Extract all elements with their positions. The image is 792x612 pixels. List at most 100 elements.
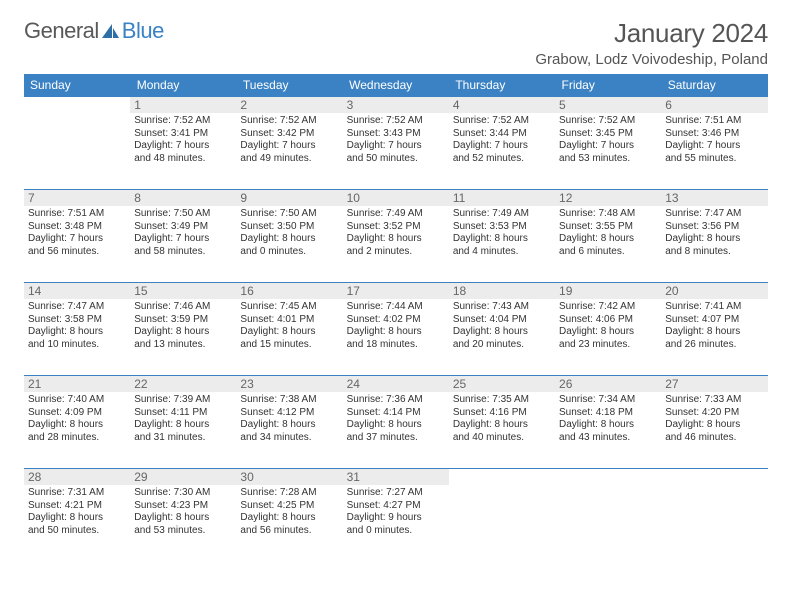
day-number: 18 bbox=[449, 283, 555, 299]
info-line: Sunrise: 7:38 AM bbox=[240, 394, 338, 407]
day-number: 4 bbox=[449, 97, 555, 113]
info-line: Daylight: 8 hours bbox=[347, 419, 445, 432]
brand-word-1: General bbox=[24, 18, 99, 44]
calendar-body: 1Sunrise: 7:52 AMSunset: 3:41 PMDaylight… bbox=[24, 97, 768, 562]
info-line: Sunset: 4:18 PM bbox=[559, 407, 657, 420]
title-block: January 2024 Grabow, Lodz Voivodeship, P… bbox=[535, 18, 768, 68]
day-cell: 26Sunrise: 7:34 AMSunset: 4:18 PMDayligh… bbox=[555, 376, 661, 469]
day-cell: 12Sunrise: 7:48 AMSunset: 3:55 PMDayligh… bbox=[555, 190, 661, 283]
info-line: Sunset: 4:02 PM bbox=[347, 314, 445, 327]
calendar-page: General Blue January 2024 Grabow, Lodz V… bbox=[0, 0, 792, 571]
info-line: Sunrise: 7:35 AM bbox=[453, 394, 551, 407]
day-number: 26 bbox=[555, 376, 661, 392]
day-cell: 5Sunrise: 7:52 AMSunset: 3:45 PMDaylight… bbox=[555, 97, 661, 190]
info-line: Sunset: 4:04 PM bbox=[453, 314, 551, 327]
day-number: 6 bbox=[661, 97, 767, 113]
weekday-header: Monday bbox=[130, 74, 236, 97]
table-row: 21Sunrise: 7:40 AMSunset: 4:09 PMDayligh… bbox=[24, 376, 768, 469]
info-line: Sunset: 3:43 PM bbox=[347, 128, 445, 141]
info-line: Sunset: 3:59 PM bbox=[134, 314, 232, 327]
info-line: and 2 minutes. bbox=[347, 246, 445, 259]
info-line: and 8 minutes. bbox=[665, 246, 763, 259]
day-cell: 29Sunrise: 7:30 AMSunset: 4:23 PMDayligh… bbox=[130, 469, 236, 562]
info-line: Sunrise: 7:49 AM bbox=[453, 208, 551, 221]
info-line: Sunset: 4:14 PM bbox=[347, 407, 445, 420]
table-row: 7Sunrise: 7:51 AMSunset: 3:48 PMDaylight… bbox=[24, 190, 768, 283]
day-cell: 7Sunrise: 7:51 AMSunset: 3:48 PMDaylight… bbox=[24, 190, 130, 283]
day-info: Sunrise: 7:36 AMSunset: 4:14 PMDaylight:… bbox=[347, 394, 445, 444]
info-line: Daylight: 7 hours bbox=[453, 140, 551, 153]
info-line: Sunset: 3:55 PM bbox=[559, 221, 657, 234]
day-info: Sunrise: 7:27 AMSunset: 4:27 PMDaylight:… bbox=[347, 487, 445, 537]
day-cell: 10Sunrise: 7:49 AMSunset: 3:52 PMDayligh… bbox=[343, 190, 449, 283]
day-number: 5 bbox=[555, 97, 661, 113]
day-cell: 1Sunrise: 7:52 AMSunset: 3:41 PMDaylight… bbox=[130, 97, 236, 190]
info-line: Daylight: 7 hours bbox=[28, 233, 126, 246]
day-info: Sunrise: 7:52 AMSunset: 3:43 PMDaylight:… bbox=[347, 115, 445, 165]
day-cell: 17Sunrise: 7:44 AMSunset: 4:02 PMDayligh… bbox=[343, 283, 449, 376]
day-number: 16 bbox=[236, 283, 342, 299]
info-line: and 46 minutes. bbox=[665, 432, 763, 445]
info-line: Sunset: 3:45 PM bbox=[559, 128, 657, 141]
day-cell: 28Sunrise: 7:31 AMSunset: 4:21 PMDayligh… bbox=[24, 469, 130, 562]
info-line: and 55 minutes. bbox=[665, 153, 763, 166]
info-line: Sunrise: 7:27 AM bbox=[347, 487, 445, 500]
info-line: Sunrise: 7:31 AM bbox=[28, 487, 126, 500]
day-number: 14 bbox=[24, 283, 130, 299]
day-info: Sunrise: 7:47 AMSunset: 3:56 PMDaylight:… bbox=[665, 208, 763, 258]
brand-word-2: Blue bbox=[122, 18, 164, 44]
info-line: Daylight: 8 hours bbox=[347, 326, 445, 339]
day-info: Sunrise: 7:28 AMSunset: 4:25 PMDaylight:… bbox=[240, 487, 338, 537]
info-line: and 20 minutes. bbox=[453, 339, 551, 352]
info-line: and 48 minutes. bbox=[134, 153, 232, 166]
info-line: Sunset: 3:48 PM bbox=[28, 221, 126, 234]
sail-icon bbox=[100, 22, 120, 40]
day-number: 25 bbox=[449, 376, 555, 392]
brand-logo: General Blue bbox=[24, 18, 164, 44]
info-line: Sunset: 3:52 PM bbox=[347, 221, 445, 234]
day-number: 1 bbox=[130, 97, 236, 113]
info-line: and 49 minutes. bbox=[240, 153, 338, 166]
info-line: Sunset: 4:09 PM bbox=[28, 407, 126, 420]
day-cell: 13Sunrise: 7:47 AMSunset: 3:56 PMDayligh… bbox=[661, 190, 767, 283]
day-info: Sunrise: 7:51 AMSunset: 3:46 PMDaylight:… bbox=[665, 115, 763, 165]
day-info: Sunrise: 7:52 AMSunset: 3:44 PMDaylight:… bbox=[453, 115, 551, 165]
day-cell: 23Sunrise: 7:38 AMSunset: 4:12 PMDayligh… bbox=[236, 376, 342, 469]
day-info: Sunrise: 7:31 AMSunset: 4:21 PMDaylight:… bbox=[28, 487, 126, 537]
info-line: Sunset: 3:50 PM bbox=[240, 221, 338, 234]
day-cell: 15Sunrise: 7:46 AMSunset: 3:59 PMDayligh… bbox=[130, 283, 236, 376]
info-line: Daylight: 8 hours bbox=[240, 512, 338, 525]
info-line: Sunrise: 7:52 AM bbox=[240, 115, 338, 128]
info-line: Sunrise: 7:34 AM bbox=[559, 394, 657, 407]
info-line: and 0 minutes. bbox=[347, 525, 445, 538]
info-line: Daylight: 8 hours bbox=[28, 326, 126, 339]
day-cell: 3 Sunrise: 7:52 AMSunset: 3:43 PMDaylight… bbox=[343, 97, 449, 190]
info-line: and 43 minutes. bbox=[559, 432, 657, 445]
info-line: Sunrise: 7:52 AM bbox=[453, 115, 551, 128]
info-line: Sunset: 4:07 PM bbox=[665, 314, 763, 327]
info-line: Sunrise: 7:52 AM bbox=[347, 115, 445, 128]
day-number: 31 bbox=[343, 469, 449, 485]
day-info: Sunrise: 7:33 AMSunset: 4:20 PMDaylight:… bbox=[665, 394, 763, 444]
weekday-header: Tuesday bbox=[236, 74, 342, 97]
day-cell: 14Sunrise: 7:47 AMSunset: 3:58 PMDayligh… bbox=[24, 283, 130, 376]
day-number: 3 bbox=[343, 97, 449, 113]
info-line: Daylight: 8 hours bbox=[347, 233, 445, 246]
info-line: and 50 minutes. bbox=[347, 153, 445, 166]
day-number: 27 bbox=[661, 376, 767, 392]
info-line: Daylight: 7 hours bbox=[240, 140, 338, 153]
weekday-header: Thursday bbox=[449, 74, 555, 97]
calendar-table: SundayMondayTuesdayWednesdayThursdayFrid… bbox=[24, 74, 768, 561]
info-line: Sunset: 4:01 PM bbox=[240, 314, 338, 327]
weekday-header: Friday bbox=[555, 74, 661, 97]
info-line: and 56 minutes. bbox=[28, 246, 126, 259]
info-line: Daylight: 8 hours bbox=[134, 512, 232, 525]
info-line: and 50 minutes. bbox=[28, 525, 126, 538]
day-cell: 24 Sunrise: 7:36 AMSunset: 4:14 PMDayligh… bbox=[343, 376, 449, 469]
day-number: 30 bbox=[236, 469, 342, 485]
day-number: 24 bbox=[343, 376, 449, 392]
info-line: Sunset: 3:44 PM bbox=[453, 128, 551, 141]
info-line: and 52 minutes. bbox=[453, 153, 551, 166]
day-number: 20 bbox=[661, 283, 767, 299]
day-number: 21 bbox=[24, 376, 130, 392]
